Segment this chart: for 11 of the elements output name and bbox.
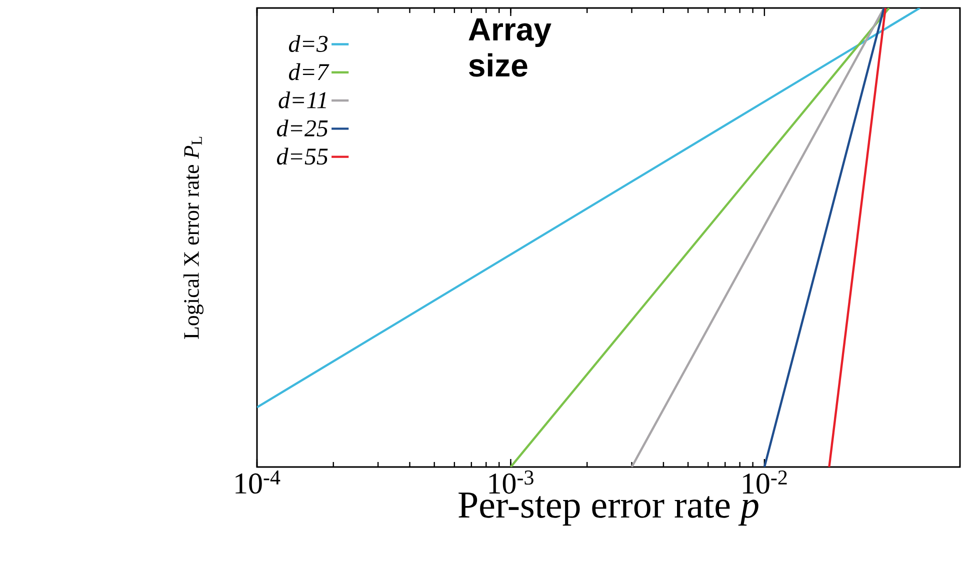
legend-title: Array size (468, 18, 552, 77)
y-axis-title: Logical X error rate P$_{L}$ (183, 136, 204, 339)
legend-label: d=3 (288, 35, 328, 52)
x-tick-label: 10$^{-4}$ (236, 470, 280, 494)
x-axis-title: Per-step error rate p (458, 492, 758, 526)
legend-label: d=7 (288, 63, 330, 80)
x-tick-label: 10$^{-3}$ (489, 470, 534, 494)
legend-label: d=11 (278, 91, 326, 108)
legend-label: d=25 (276, 120, 328, 136)
x-tick-label: 10$^{-2}$ (743, 470, 787, 494)
legend-label: d=55 (276, 148, 328, 165)
